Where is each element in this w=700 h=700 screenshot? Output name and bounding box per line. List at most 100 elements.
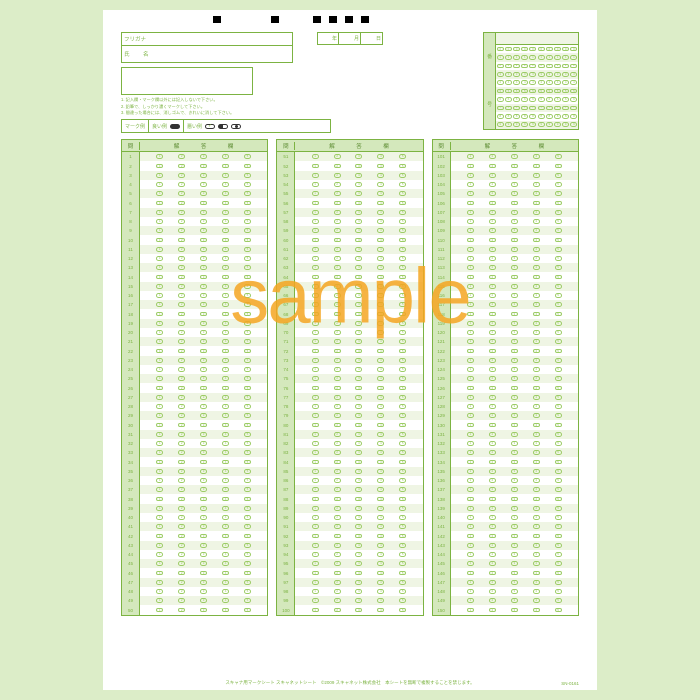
answer-row: 8812345 xyxy=(277,494,422,503)
answer-row: 212345 xyxy=(122,161,267,170)
answer-row: 3812345 xyxy=(122,494,267,503)
answer-row: 11612345 xyxy=(433,291,578,300)
sheet-code: SN-0161 xyxy=(561,681,579,686)
answer-row: 9612345 xyxy=(277,568,422,577)
mark-example: マーク例 良い例 悪い例✓ xyxy=(121,119,331,133)
answer-row: 8112345 xyxy=(277,430,422,439)
answer-row: 14112345 xyxy=(433,522,578,531)
mark-example-title: マーク例 xyxy=(122,120,149,132)
answer-row: 12712345 xyxy=(433,393,578,402)
timing-marks xyxy=(103,16,597,26)
answer-row: 4212345 xyxy=(122,531,267,540)
answer-row: 5312345 xyxy=(277,171,422,180)
answer-row: 14012345 xyxy=(433,513,578,522)
answer-row: 5412345 xyxy=(277,180,422,189)
answer-row: 14612345 xyxy=(433,568,578,577)
number-label: 番 号 xyxy=(484,33,496,129)
answer-row: 4112345 xyxy=(122,522,267,531)
answer-row: 13412345 xyxy=(433,457,578,466)
answer-row: 7112345 xyxy=(277,337,422,346)
answer-row: 3612345 xyxy=(122,476,267,485)
bad-example: 悪い例✓ xyxy=(184,120,244,132)
answer-row: 14712345 xyxy=(433,578,578,587)
answer-row: 9812345 xyxy=(277,587,422,596)
answer-row: 3412345 xyxy=(122,457,267,466)
answer-row: 13612345 xyxy=(433,476,578,485)
answer-row: 1012345 xyxy=(122,235,267,244)
answer-row: 1412345 xyxy=(122,272,267,281)
answer-row: 12612345 xyxy=(433,383,578,392)
answer-row: 5012345 xyxy=(122,605,267,614)
answer-row: 8712345 xyxy=(277,485,422,494)
answer-row: 9712345 xyxy=(277,578,422,587)
answer-row: 412345 xyxy=(122,180,267,189)
answer-row: 13512345 xyxy=(433,467,578,476)
answer-column: 問解 答 欄1011234510212345103123451041234510… xyxy=(432,139,579,616)
answer-row: 6912345 xyxy=(277,319,422,328)
answer-row: 5212345 xyxy=(277,161,422,170)
answer-column: 問解 答 欄1123452123453123454123455123456123… xyxy=(121,139,268,616)
answer-row: 8312345 xyxy=(277,448,422,457)
answer-row: 1712345 xyxy=(122,300,267,309)
answer-row: 12212345 xyxy=(433,346,578,355)
omr-sheet: フリガナ 氏 名 年 月 日 1. 記入欄・マーク欄以外には記入しないで下さい。… xyxy=(103,10,597,690)
answer-row: 11312345 xyxy=(433,263,578,272)
answer-row: 3712345 xyxy=(122,485,267,494)
answer-row: 7212345 xyxy=(277,346,422,355)
answer-row: 8012345 xyxy=(277,420,422,429)
answer-row: 5512345 xyxy=(277,189,422,198)
answer-row: 11712345 xyxy=(433,300,578,309)
answer-row: 112345 xyxy=(122,152,267,161)
answer-row: 9312345 xyxy=(277,541,422,550)
answer-column: 問解 答 欄5112345521234553123455412345551234… xyxy=(276,139,423,616)
free-box xyxy=(121,67,253,95)
answer-row: 4412345 xyxy=(122,550,267,559)
answer-row: 5112345 xyxy=(277,152,422,161)
answer-row: 7012345 xyxy=(277,328,422,337)
answer-row: 6812345 xyxy=(277,309,422,318)
answer-row: 12312345 xyxy=(433,356,578,365)
answer-row: 4812345 xyxy=(122,587,267,596)
answer-row: 9412345 xyxy=(277,550,422,559)
answer-row: 4012345 xyxy=(122,513,267,522)
answer-row: 14512345 xyxy=(433,559,578,568)
answer-row: 7312345 xyxy=(277,356,422,365)
answer-row: 4912345 xyxy=(122,596,267,605)
answer-row: 10212345 xyxy=(433,161,578,170)
answer-row: 1612345 xyxy=(122,291,267,300)
answer-row: 14412345 xyxy=(433,550,578,559)
answer-row: 11212345 xyxy=(433,254,578,263)
year-cell: 年 xyxy=(317,32,339,45)
answer-row: 8512345 xyxy=(277,467,422,476)
answer-row: 712345 xyxy=(122,208,267,217)
answer-row: 1312345 xyxy=(122,263,267,272)
answer-row: 13812345 xyxy=(433,494,578,503)
answer-row: 7812345 xyxy=(277,402,422,411)
answer-row: 11412345 xyxy=(433,272,578,281)
answer-row: 2012345 xyxy=(122,328,267,337)
answer-row: 7412345 xyxy=(277,365,422,374)
answer-row: 14812345 xyxy=(433,587,578,596)
answer-row: 8212345 xyxy=(277,439,422,448)
answer-row: 12012345 xyxy=(433,328,578,337)
answer-row: 912345 xyxy=(122,226,267,235)
answer-row: 7612345 xyxy=(277,383,422,392)
answer-row: 13712345 xyxy=(433,485,578,494)
answer-row: 2412345 xyxy=(122,365,267,374)
answer-row: 1812345 xyxy=(122,309,267,318)
answer-row: 8912345 xyxy=(277,504,422,513)
answer-row: 7512345 xyxy=(277,374,422,383)
answer-row: 10912345 xyxy=(433,226,578,235)
answer-row: 12112345 xyxy=(433,337,578,346)
answer-row: 13112345 xyxy=(433,430,578,439)
answer-row: 11812345 xyxy=(433,309,578,318)
answer-row: 812345 xyxy=(122,217,267,226)
footer: スキャナ用マークシート スキャネットシート ©2009 スキャネット株式会社 本… xyxy=(103,680,597,686)
answer-row: 6312345 xyxy=(277,263,422,272)
answer-row: 612345 xyxy=(122,198,267,207)
answer-row: 5612345 xyxy=(277,198,422,207)
answer-row: 14212345 xyxy=(433,531,578,540)
day-cell: 日 xyxy=(361,32,383,45)
answer-row: 13012345 xyxy=(433,420,578,429)
name-block: フリガナ 氏 名 xyxy=(121,32,293,63)
